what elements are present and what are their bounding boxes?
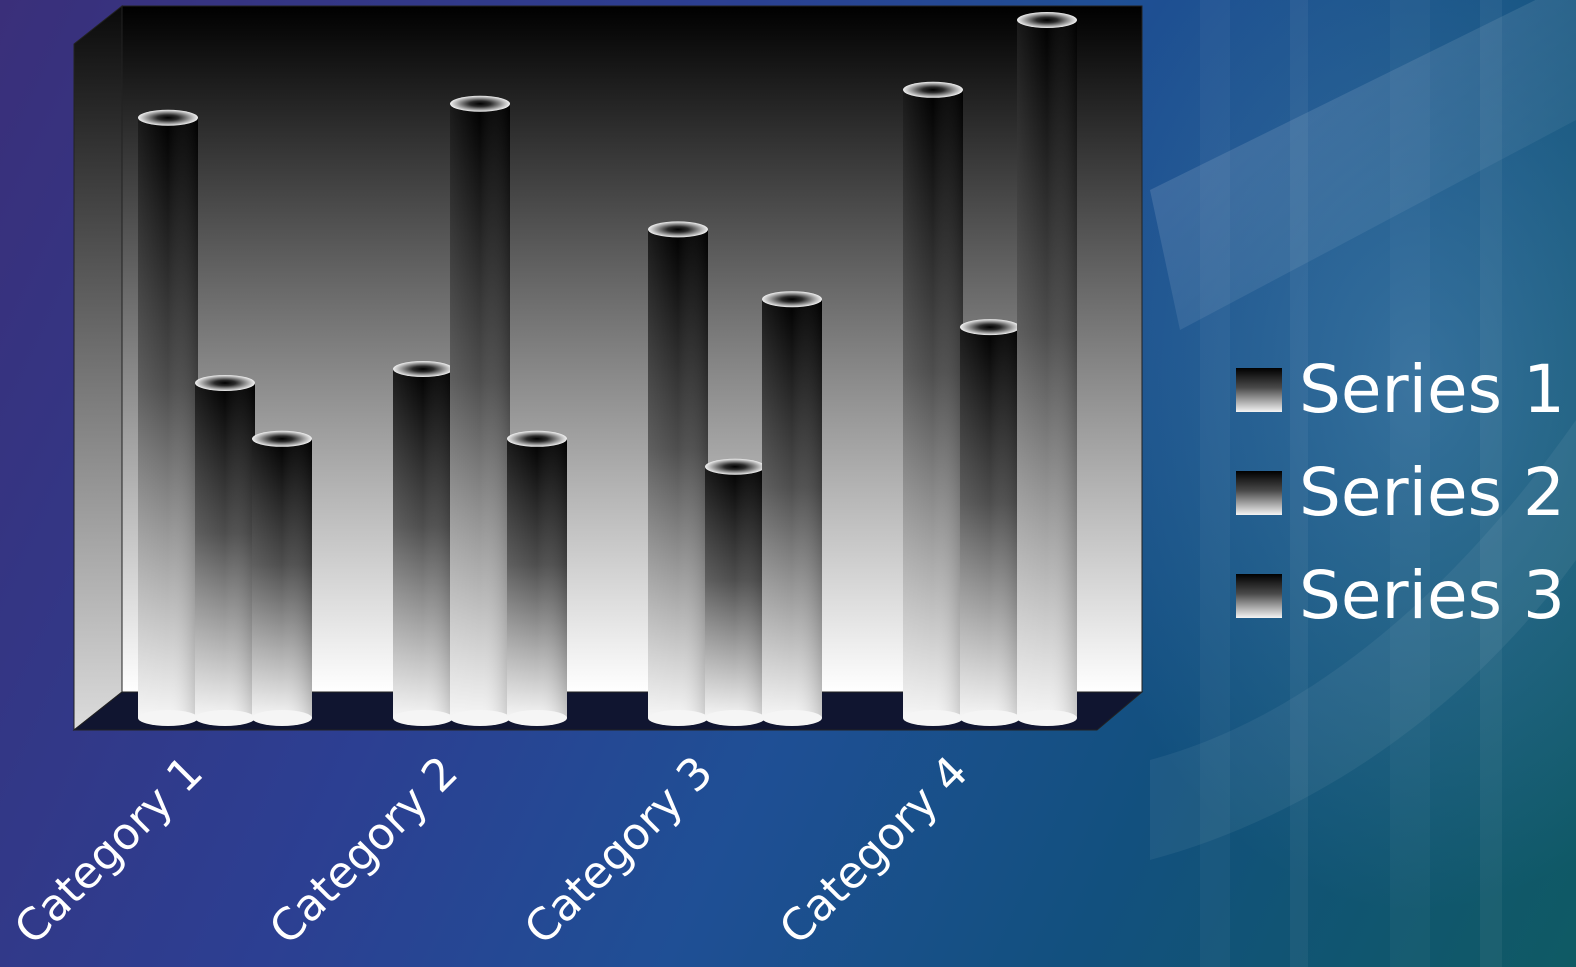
bar-category-1-series-2 (195, 374, 255, 726)
bar-base (252, 710, 312, 726)
bar-category-2-series-1 (393, 361, 453, 726)
bar-shading (450, 103, 510, 718)
bar-shading (903, 89, 963, 719)
bar-category-3-series-3 (762, 291, 822, 726)
legend: Series 1 Series 2 Series 3 (1236, 338, 1566, 647)
bar-shading (1017, 20, 1077, 718)
x-tick-label-category-2: Category 2 (260, 747, 468, 955)
plot-floor (72, 691, 1144, 731)
bar-category-4-series-1 (903, 81, 963, 726)
bar-shading (195, 382, 255, 718)
bar-base (705, 710, 765, 726)
x-tick-label-category-4: Category 4 (770, 747, 978, 955)
bar-category-3-series-2 (705, 458, 765, 726)
legend-label: Series 2 (1299, 453, 1565, 531)
bar-shading (762, 299, 822, 718)
bar-cap (1017, 12, 1077, 28)
legend-item-series-2: Series 2 (1236, 441, 1566, 544)
legend-swatch (1236, 470, 1282, 515)
legend-item-series-1: Series 1 (1236, 338, 1566, 441)
legend-label: Series 1 (1299, 350, 1565, 428)
legend-item-series-3: Series 3 (1236, 544, 1566, 647)
bar-base (507, 710, 567, 726)
bar-shading (393, 369, 453, 718)
bar-shading (507, 438, 567, 718)
bar-cap (252, 430, 312, 447)
legend-swatch (1236, 367, 1282, 412)
x-tick-label-category-1: Category 1 (5, 747, 213, 955)
bar-category-2-series-2 (450, 95, 510, 726)
bar-base (903, 710, 963, 726)
bar-category-4-series-2 (960, 319, 1020, 726)
bar-cap (705, 458, 765, 475)
x-tick-label-category-3: Category 3 (515, 747, 723, 955)
bar-cap (138, 109, 198, 126)
bar-cap (903, 81, 963, 98)
bar-cap (648, 221, 708, 238)
plot-left-wall (73, 4, 123, 732)
bar-cap (195, 374, 255, 391)
bar-category-4-series-3 (1017, 12, 1077, 726)
bar-shading (252, 438, 312, 718)
bar-shading (138, 117, 198, 719)
bar-base (450, 710, 510, 726)
bar-cap (507, 430, 567, 447)
bar-category-1-series-3 (252, 430, 312, 726)
bar-cap (762, 291, 822, 308)
bar-base (762, 710, 822, 726)
legend-swatch (1236, 573, 1282, 618)
bar-category-1-series-1 (138, 109, 198, 726)
bar-shading (648, 229, 708, 718)
bar-cap (450, 95, 510, 112)
x-axis-labels: Category 1 Category 2 Category 3 Category 4 (5, 747, 978, 955)
bar-shading (960, 327, 1020, 718)
bar-category-3-series-1 (648, 221, 708, 726)
bar-cap (960, 319, 1020, 336)
bar-base (138, 710, 198, 726)
bar-shading (705, 466, 765, 718)
bar-base (195, 710, 255, 726)
bar-base (960, 710, 1020, 726)
bar-base (393, 710, 453, 726)
bar-category-2-series-3 (507, 430, 567, 726)
bars-layer (138, 12, 1077, 726)
legend-label: Series 3 (1299, 556, 1565, 634)
bar-base (648, 710, 708, 726)
bar-base (1017, 710, 1077, 726)
bar-cap (393, 361, 453, 377)
